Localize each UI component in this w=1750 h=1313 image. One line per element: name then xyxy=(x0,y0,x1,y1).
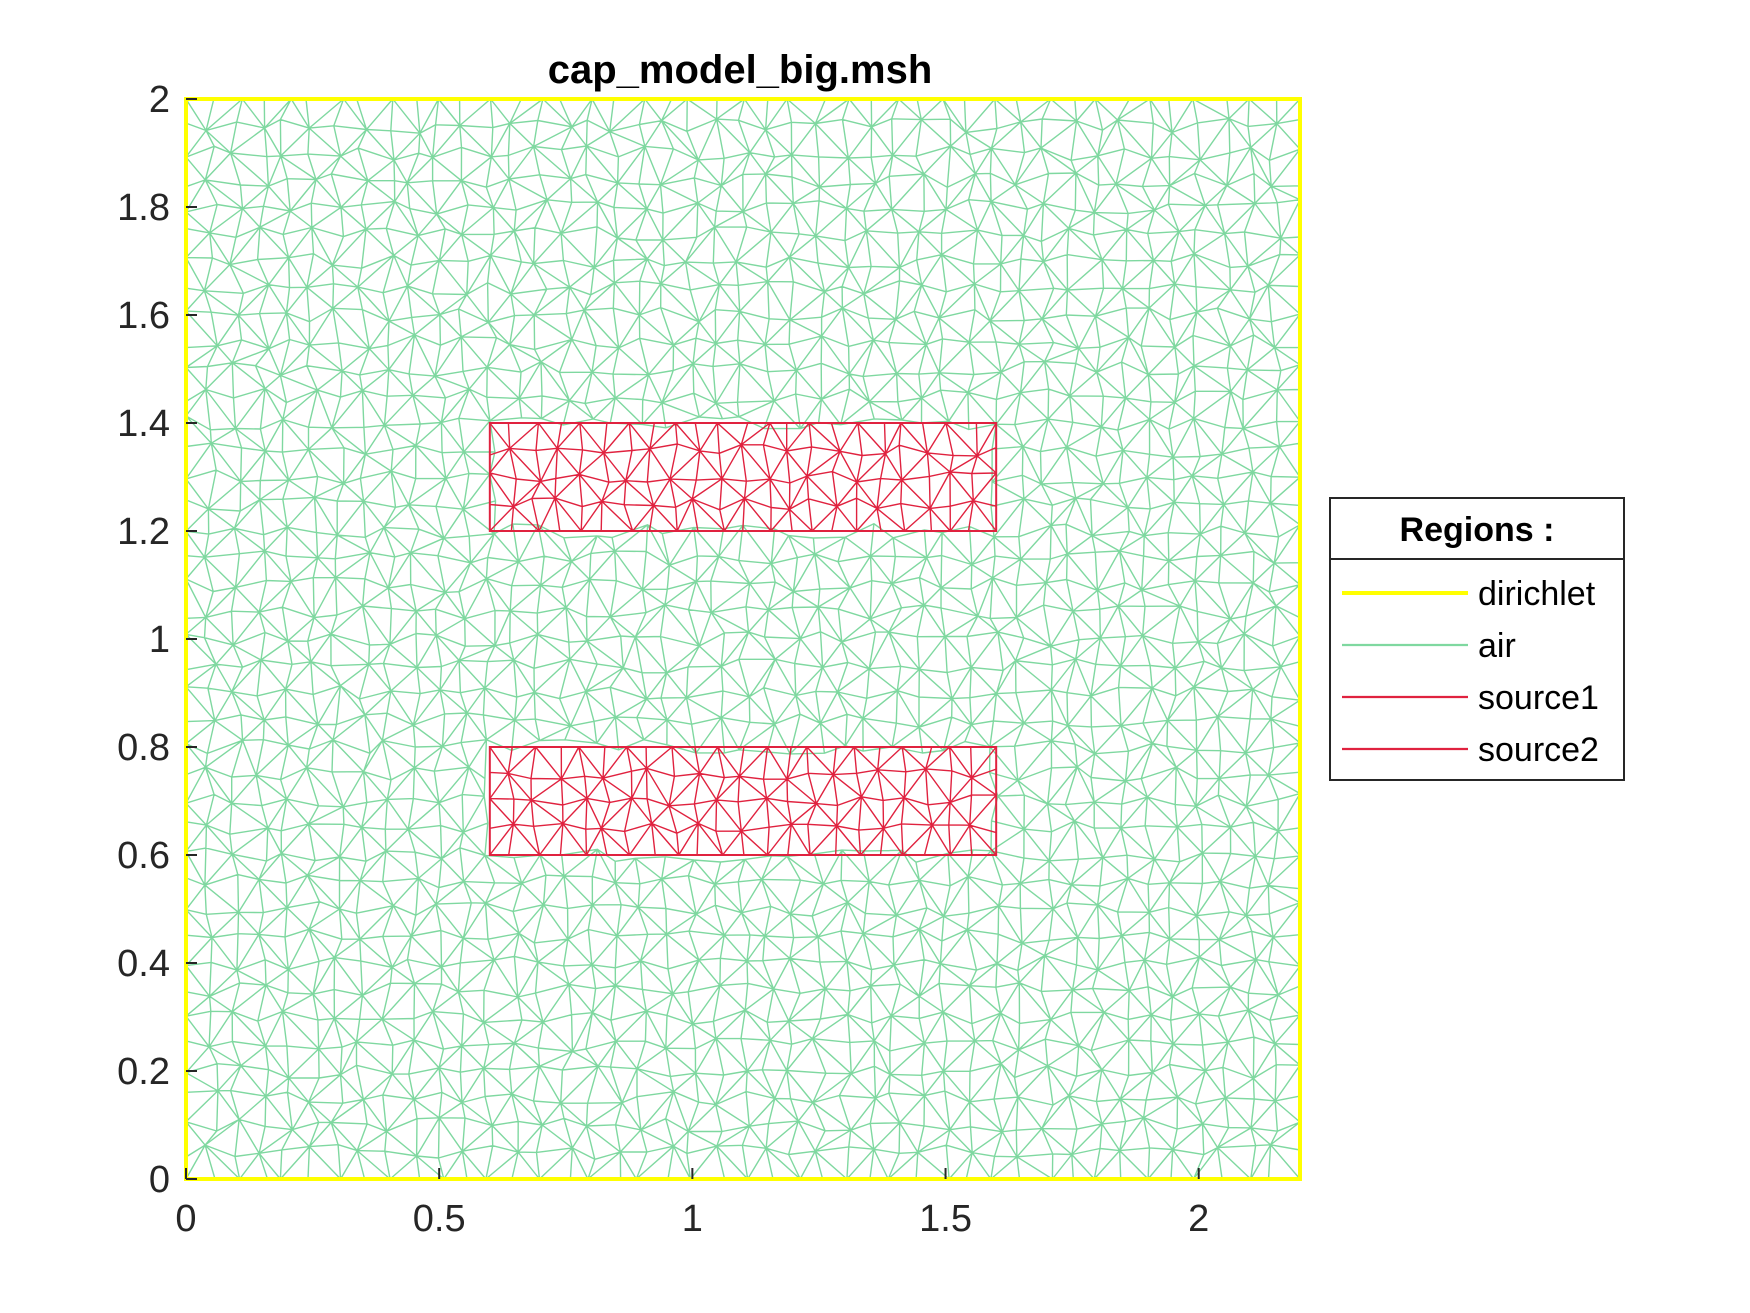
source2-mesh xyxy=(488,746,998,856)
legend-entries: dirichlet air source1 source2 xyxy=(1342,575,1599,769)
legend: Regions : dirichlet air source1 source2 xyxy=(1329,497,1625,781)
y-tick-label: 1 xyxy=(149,619,170,661)
y-tick-label: 1.8 xyxy=(117,187,170,229)
legend-label-source2: source2 xyxy=(1478,731,1599,769)
chart-title: cap_model_big.msh xyxy=(548,48,933,92)
legend-label-dirichlet: dirichlet xyxy=(1478,575,1596,613)
legend-box xyxy=(1329,497,1625,781)
y-tick-label: 2 xyxy=(149,79,170,121)
source2-outline xyxy=(488,746,998,856)
y-tick-label: 0.8 xyxy=(117,727,170,769)
x-tick-label: 1.5 xyxy=(919,1198,972,1240)
y-tick-label: 0 xyxy=(149,1159,170,1201)
x-tick-label: 1 xyxy=(682,1198,703,1240)
y-tick-label: 1.4 xyxy=(117,403,170,445)
y-tick-label: 0.4 xyxy=(117,943,170,985)
legend-title: Regions : xyxy=(1400,511,1555,549)
legend-label-source1: source1 xyxy=(1478,679,1599,717)
x-tick-label: 0 xyxy=(175,1198,196,1240)
x-tick-label: 2 xyxy=(1188,1198,1209,1240)
x-axis-ticks: 0 0.5 1 1.5 2 xyxy=(175,1168,1209,1240)
legend-label-air: air xyxy=(1478,627,1516,665)
source1-mesh xyxy=(488,422,998,532)
source1-outline xyxy=(488,422,998,532)
x-tick-label: 0.5 xyxy=(413,1198,466,1240)
y-tick-label: 0.2 xyxy=(117,1051,170,1093)
y-axis-ticks: 0 0.2 0.4 0.6 0.8 1 1.2 1.4 1.6 1.8 2 xyxy=(117,79,197,1201)
y-tick-label: 1.6 xyxy=(117,295,170,337)
y-tick-label: 0.6 xyxy=(117,835,170,877)
y-tick-label: 1.2 xyxy=(117,511,170,553)
axes: 0 0.5 1 1.5 2 0 0.2 0.4 0.6 0.8 1 1.2 1.4 1.6 1.8 2 xyxy=(117,79,1302,1240)
